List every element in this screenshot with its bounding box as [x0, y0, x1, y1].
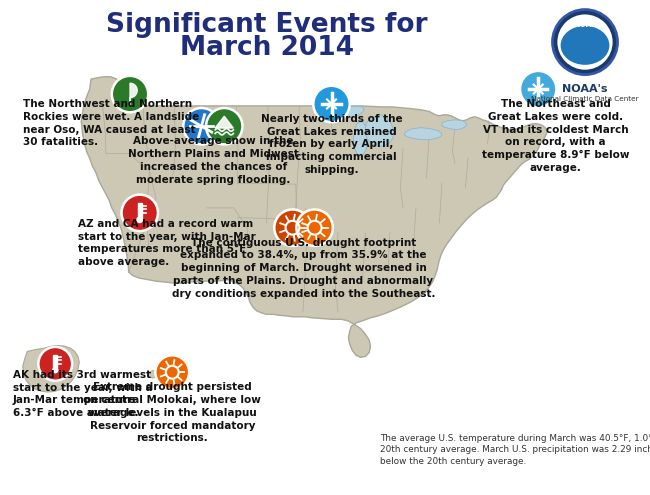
Ellipse shape [38, 347, 72, 381]
Text: Significant Events for: Significant Events for [106, 12, 427, 39]
Ellipse shape [560, 26, 610, 65]
Ellipse shape [206, 108, 242, 145]
Ellipse shape [183, 108, 220, 145]
Ellipse shape [122, 195, 158, 231]
Text: Nearly two-thirds of the
Great Lakes remained
frozen by early April,
impacting c: Nearly two-thirds of the Great Lakes rem… [261, 114, 402, 175]
Ellipse shape [136, 216, 143, 223]
Polygon shape [442, 120, 467, 130]
Text: The contiguous U.S. drought footprint
expanded to 38.4%, up from 35.9% at the
be: The contiguous U.S. drought footprint ex… [172, 238, 436, 299]
Ellipse shape [520, 71, 556, 107]
Polygon shape [81, 77, 547, 357]
Polygon shape [354, 121, 368, 156]
Text: National Climatic Data Center: National Climatic Data Center [531, 96, 639, 101]
Text: Extreme drought persisted
on central Molokai, where low
water levels in the Kual: Extreme drought persisted on central Mol… [83, 382, 261, 444]
Polygon shape [130, 83, 137, 105]
Ellipse shape [558, 14, 612, 70]
Text: Above-average snow in the
Northern Plains and Midwest
increased the chances of
m: Above-average snow in the Northern Plain… [128, 136, 298, 185]
Polygon shape [138, 203, 142, 219]
Ellipse shape [296, 209, 333, 246]
Ellipse shape [274, 209, 311, 246]
Ellipse shape [313, 86, 350, 122]
Polygon shape [174, 370, 181, 375]
Polygon shape [23, 346, 79, 392]
Text: AZ and CA had a record warm
start to the year, with Jan-Mar
temperatures more th: AZ and CA had a record warm start to the… [78, 219, 255, 267]
Polygon shape [365, 115, 394, 146]
Ellipse shape [155, 355, 189, 389]
Polygon shape [162, 369, 173, 375]
Text: The Northeast and
Great Lakes were cold.
VT had its coldest March
on record, wit: The Northeast and Great Lakes were cold.… [482, 99, 629, 173]
Polygon shape [215, 116, 233, 128]
Ellipse shape [552, 9, 618, 75]
Ellipse shape [112, 76, 148, 112]
Text: NOAA's: NOAA's [562, 84, 608, 95]
Ellipse shape [52, 367, 58, 373]
Polygon shape [321, 106, 364, 118]
Polygon shape [148, 370, 161, 378]
Text: AK had its 3rd warmest
start to the year, with a
Jan-Mar temperature
6.3°F above: AK had its 3rd warmest start to the year… [13, 370, 153, 418]
Text: The Northwest and Northern
Rockies were wet. A landslide
near Oso, WA caused at : The Northwest and Northern Rockies were … [23, 99, 199, 148]
Polygon shape [404, 128, 442, 140]
Circle shape [200, 125, 203, 128]
Text: NOAA: NOAA [573, 20, 597, 29]
Text: March 2014: March 2014 [179, 35, 354, 61]
Polygon shape [53, 354, 57, 370]
Text: The average U.S. temperature during March was 40.5°F, 1.0°F below the
20th centu: The average U.S. temperature during Marc… [380, 434, 650, 466]
